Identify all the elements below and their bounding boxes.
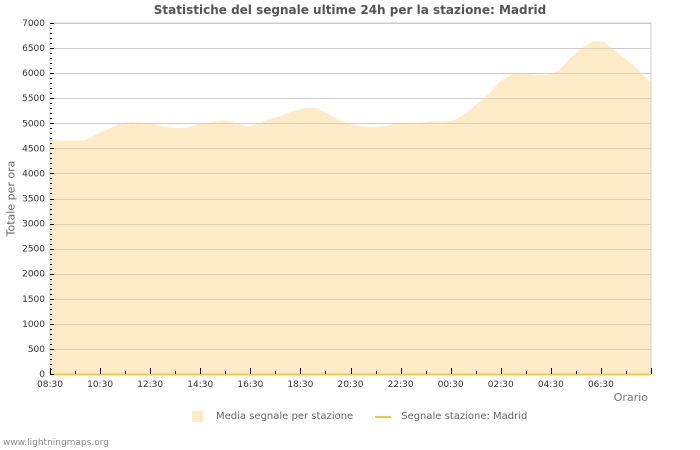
svg-text:6000: 6000 (22, 69, 45, 79)
svg-text:1500: 1500 (22, 295, 45, 305)
svg-text:04:30: 04:30 (538, 380, 564, 390)
svg-text:7000: 7000 (22, 19, 45, 29)
svg-text:5500: 5500 (22, 94, 45, 104)
svg-text:5000: 5000 (22, 119, 45, 129)
y-axis-label: Totale per ora (4, 160, 18, 237)
svg-text:4000: 4000 (22, 169, 45, 179)
legend: Media segnale per stazione Segnale stazi… (192, 411, 527, 422)
svg-text:08:30: 08:30 (37, 380, 63, 390)
legend-area-swatch (192, 411, 203, 422)
x-axis-label: Orario (613, 391, 648, 404)
svg-text:3000: 3000 (22, 220, 45, 230)
legend-label-media: Media segnale per stazione (216, 411, 354, 422)
svg-text:16:30: 16:30 (237, 380, 263, 390)
svg-text:12:30: 12:30 (137, 380, 163, 390)
svg-text:10:30: 10:30 (87, 380, 113, 390)
svg-text:6500: 6500 (22, 44, 45, 54)
svg-text:4500: 4500 (22, 144, 45, 154)
footer-credit[interactable]: www.lightningmaps.org (3, 438, 109, 448)
chart-title: Statistiche del segnale ultime 24h per l… (153, 3, 547, 17)
svg-text:0: 0 (39, 370, 45, 380)
svg-text:06:30: 06:30 (588, 380, 614, 390)
y-axis-ticks: 0 500 1000 1500 2000 2500 3000 3500 4000 4500 5000… (22, 19, 54, 380)
svg-text:2500: 2500 (22, 245, 45, 255)
svg-text:14:30: 14:30 (187, 380, 213, 390)
svg-text:02:30: 02:30 (488, 380, 514, 390)
svg-text:2000: 2000 (22, 270, 45, 280)
area-series-media (50, 41, 651, 374)
svg-text:22:30: 22:30 (388, 380, 414, 390)
svg-text:18:30: 18:30 (287, 380, 313, 390)
svg-text:500: 500 (28, 345, 45, 355)
svg-text:3500: 3500 (22, 195, 45, 205)
legend-line-swatch (375, 415, 392, 418)
svg-text:00:30: 00:30 (438, 380, 464, 390)
svg-text:1000: 1000 (22, 320, 45, 330)
legend-label-station: Segnale stazione: Madrid (401, 411, 528, 422)
svg-text:20:30: 20:30 (338, 380, 364, 390)
x-axis-ticks: 08:30 10:30 12:30 14:30 16:30 18:30 20:30 22:30… (37, 368, 652, 390)
